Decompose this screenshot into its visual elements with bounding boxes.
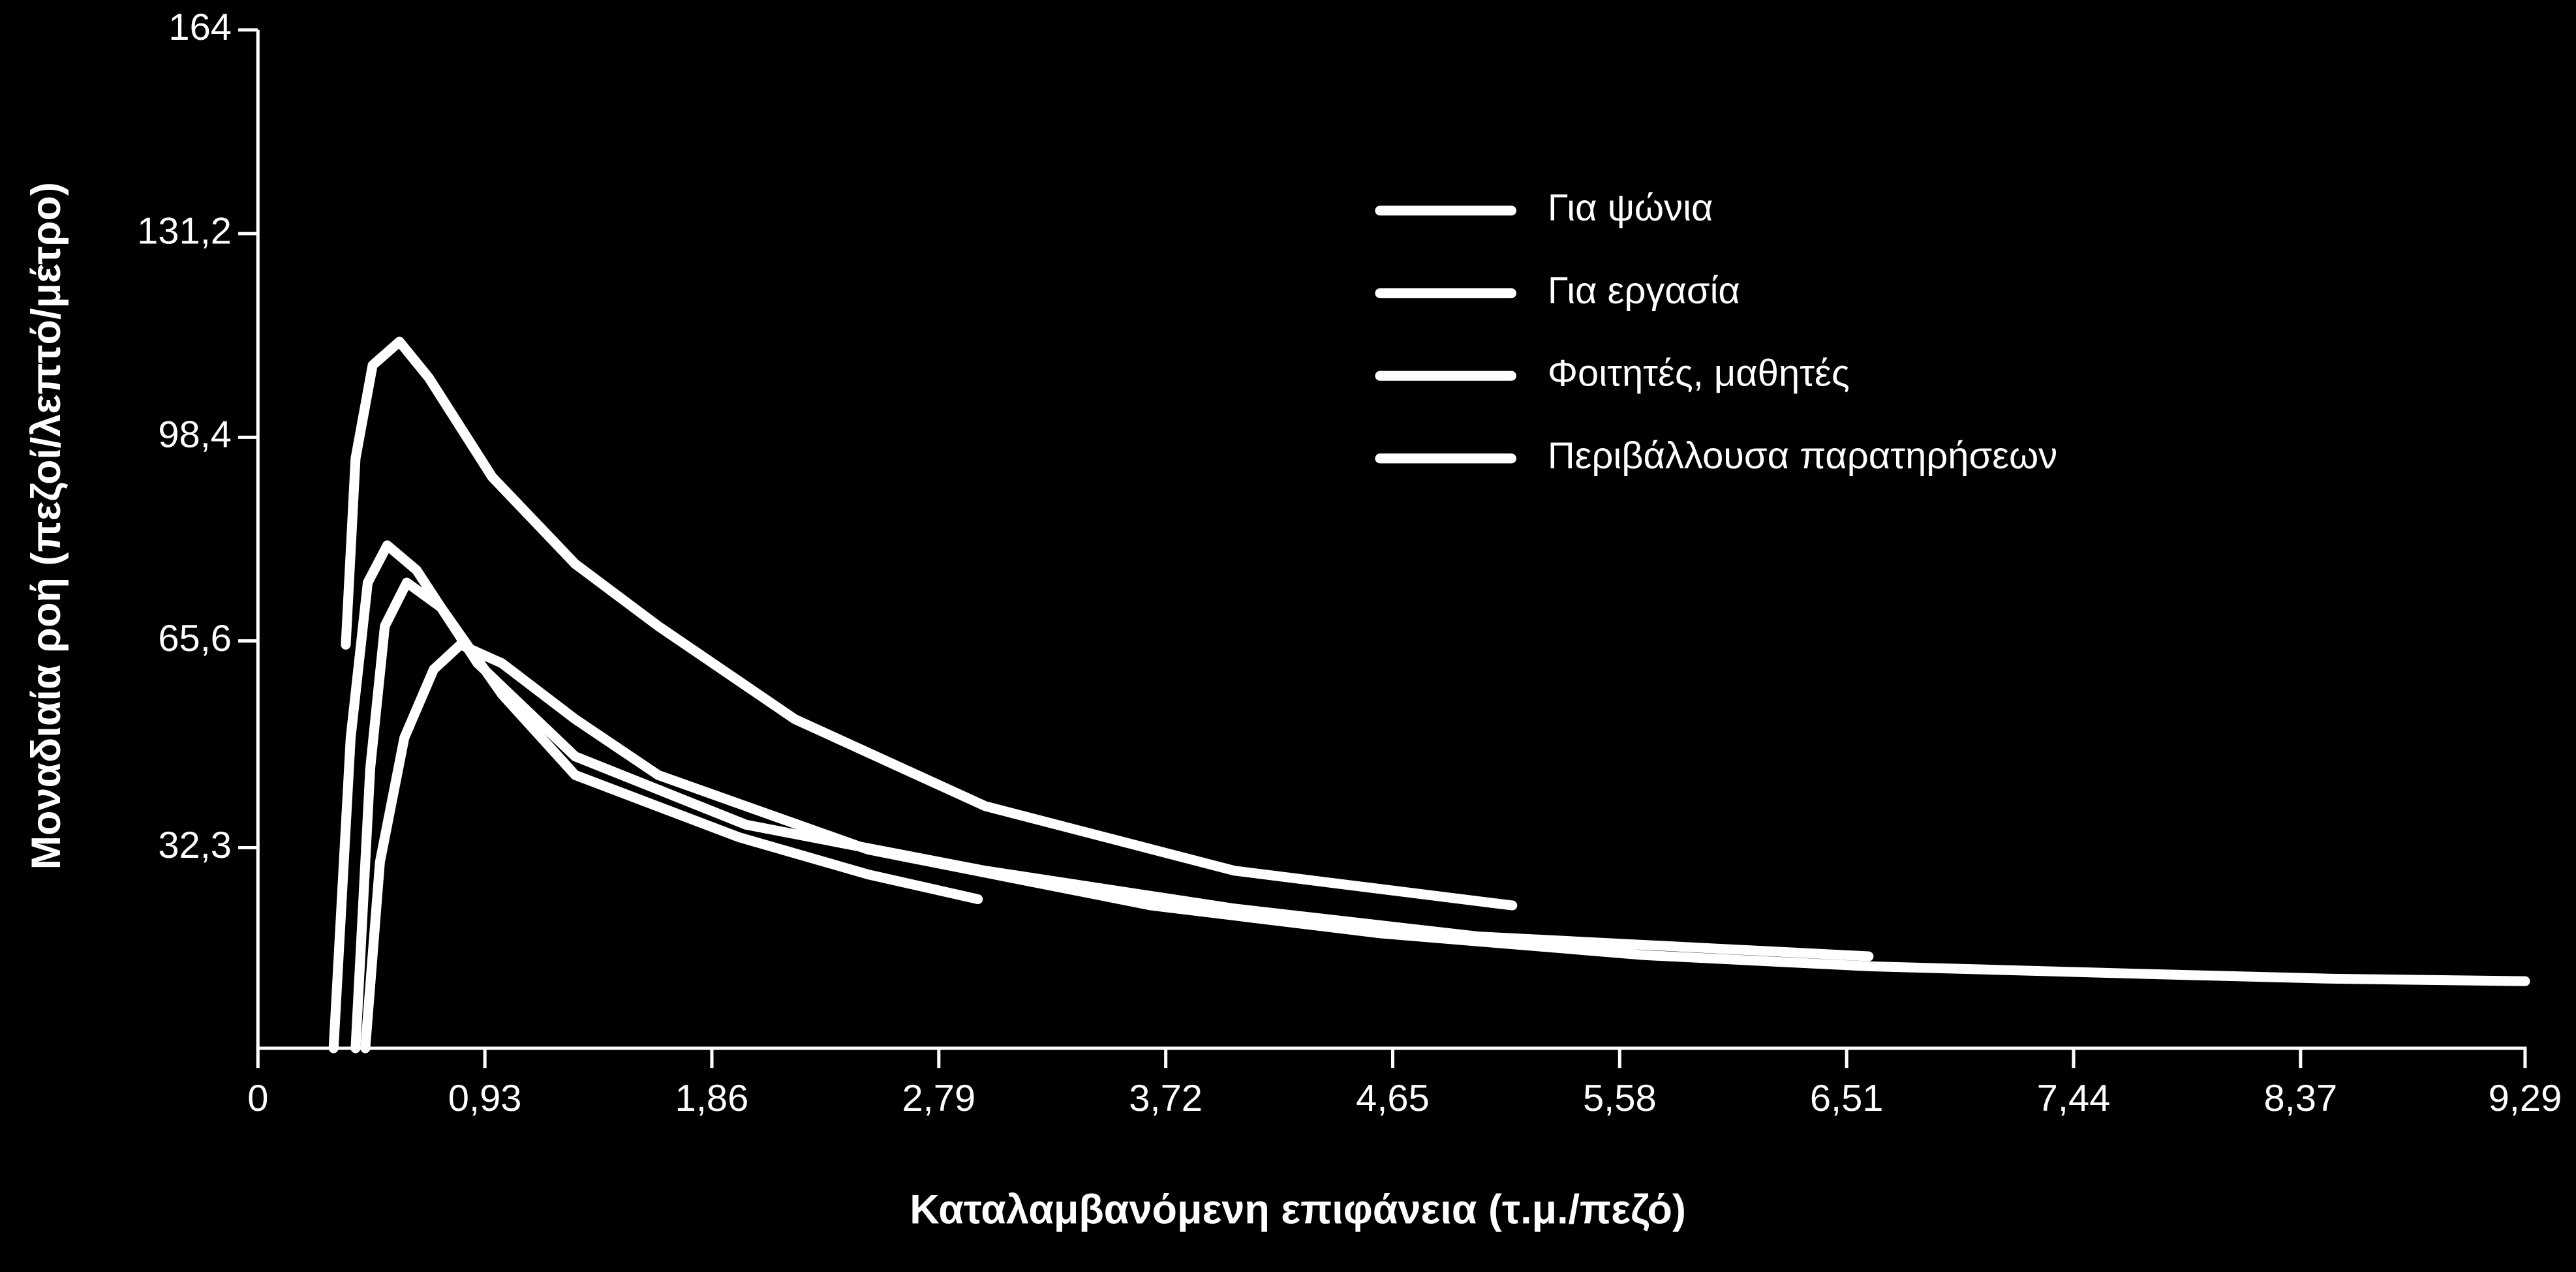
y-tick-label: 164 [168, 7, 232, 48]
x-tick-label: 7,44 [2037, 1078, 2111, 1119]
series-line [341, 337, 1518, 911]
y-tick-label: 32,3 [158, 825, 232, 866]
x-tick-label: 3,72 [1129, 1078, 1203, 1119]
legend-label: Για εργασία [1548, 270, 1740, 312]
x-tick-label: 0 [247, 1078, 268, 1119]
x-tick-label: 1,86 [675, 1078, 749, 1119]
x-tick-label: 2,79 [902, 1078, 975, 1119]
legend-label: Για ψώνια [1548, 187, 1713, 229]
x-tick-label: 0,93 [448, 1078, 522, 1119]
y-tick-label: 98,4 [158, 414, 232, 456]
legend-label: Περιβάλλουσα παρατηρήσεων [1548, 435, 2057, 477]
x-tick-label: 8,37 [2263, 1078, 2337, 1119]
series-line [360, 639, 2530, 1053]
y-tick-label: 65,6 [158, 618, 232, 659]
y-axis-title: Μοναδιαία ροή (πεζοί/λεπτό/μέτρο) [23, 182, 69, 870]
series-line [328, 540, 1874, 1053]
x-tick-label: 9,29 [2489, 1078, 2562, 1119]
legend-label: Φοιτητές, μαθητές [1548, 352, 1850, 394]
y-tick-label: 131,2 [137, 210, 232, 252]
x-tick-label: 5,58 [1583, 1078, 1657, 1119]
x-tick-label: 6,51 [1810, 1078, 1884, 1119]
x-tick-label: 4,65 [1356, 1078, 1430, 1119]
x-axis-title: Καταλαμβανόμενη επιφάνεια (τ.μ./πεζό) [910, 1187, 1686, 1232]
